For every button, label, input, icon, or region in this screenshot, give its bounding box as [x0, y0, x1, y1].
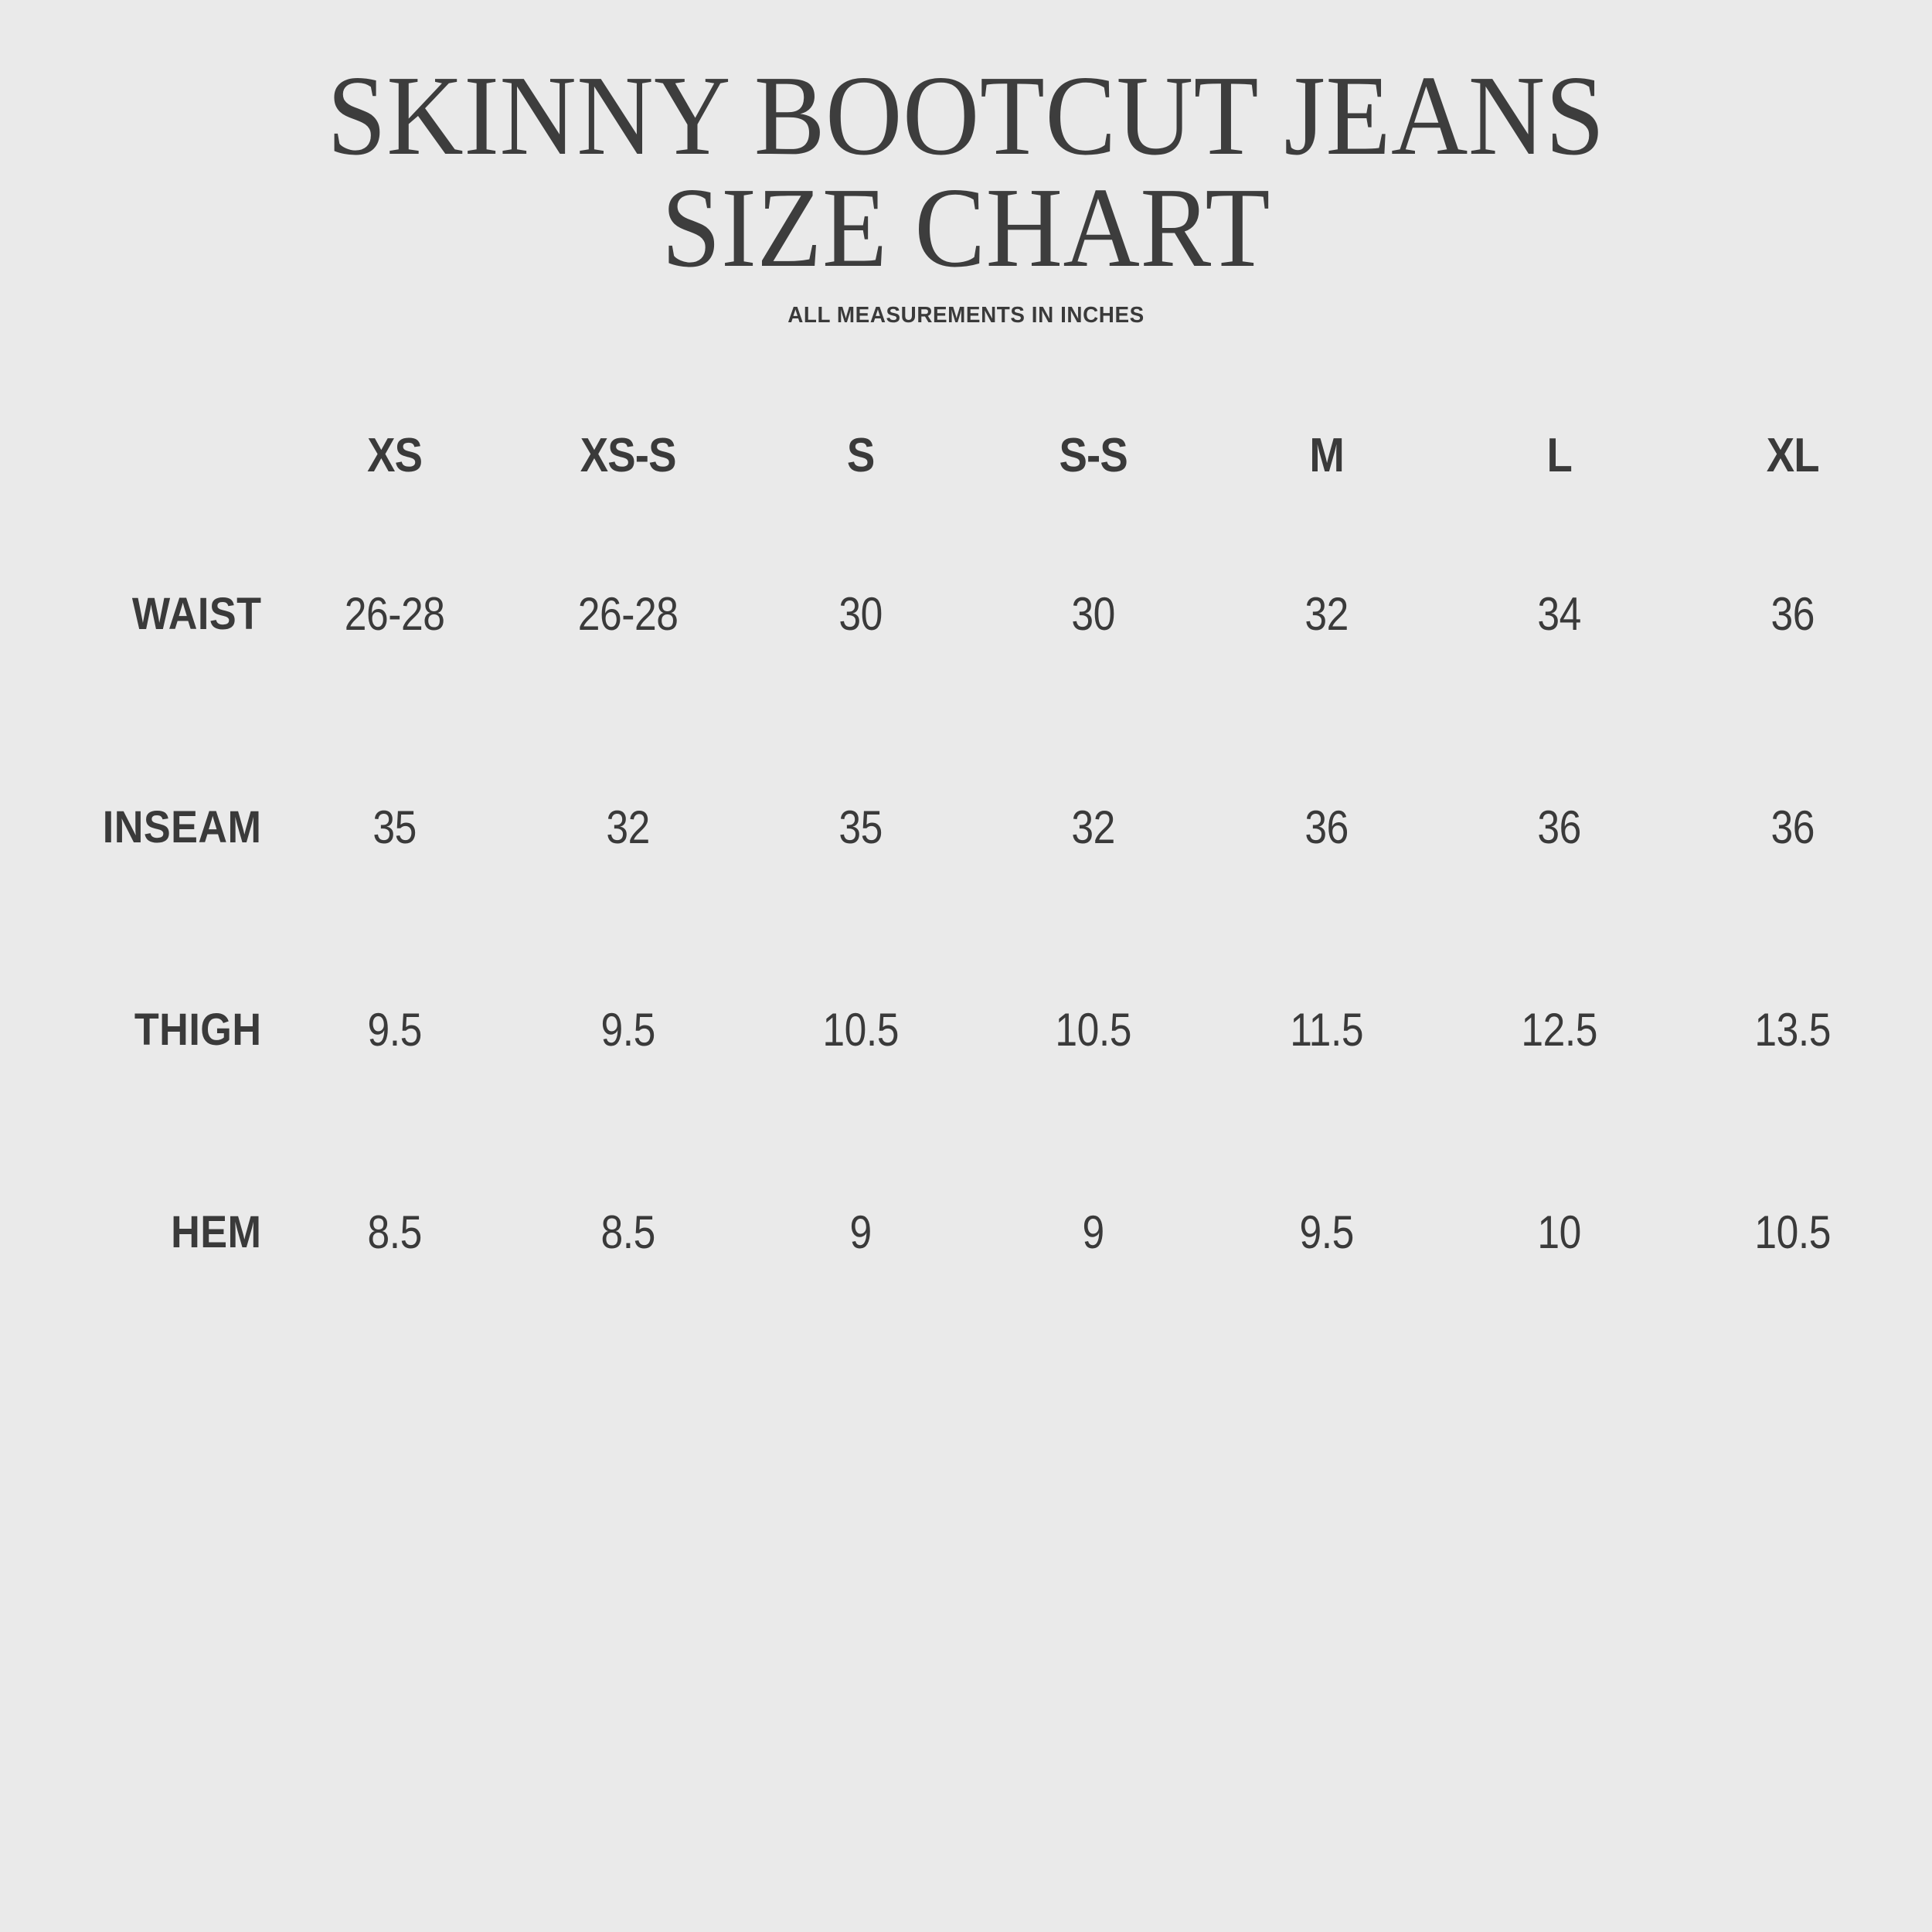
size-table: XS XS-S S S-S M L XL WAIST 26-28 26-28 3… [23, 409, 1909, 1333]
cell-hem-l: 10 [1537, 1206, 1582, 1258]
page-subtitle: ALL MEASUREMENTS IN INCHES [787, 303, 1145, 328]
cell-waist-xs: 26-28 [345, 587, 445, 640]
table-row: THIGH 9.5 9.5 10.5 10.5 11.5 12.5 13.5 [23, 928, 1909, 1131]
column-header-xs-s: XS-S [580, 428, 677, 482]
cell-waist-s: 30 [838, 587, 883, 640]
cell-thigh-l: 12.5 [1521, 1003, 1598, 1056]
page-title: SKINNY BOOTCUT JEANS SIZE CHART [68, 53, 1865, 292]
cell-hem-xl: 10.5 [1753, 1206, 1831, 1258]
size-table-head: XS XS-S S S-S M L XL [23, 409, 1909, 502]
page-title-line-1: SKINNY BOOTCUT JEANS [327, 53, 1605, 179]
column-header-xs: XS [367, 428, 423, 482]
column-header-xl: XL [1766, 428, 1819, 482]
corner-header [39, 409, 264, 502]
cell-hem-m: 9.5 [1299, 1206, 1354, 1258]
size-table-container: XS XS-S S S-S M L XL WAIST 26-28 26-28 3… [0, 409, 1932, 1333]
row-label-thigh: THIGH [134, 1004, 262, 1055]
table-row: INSEAM 35 32 35 32 36 36 36 [23, 726, 1909, 928]
cell-hem-s: 9 [849, 1206, 872, 1258]
row-label-waist: WAIST [131, 588, 262, 639]
table-row: HEM 8.5 8.5 9 9 9.5 10 10.5 [23, 1131, 1909, 1333]
cell-waist-xs-s: 26-28 [577, 587, 679, 640]
size-table-body: WAIST 26-28 26-28 30 30 32 34 36 INSEAM … [23, 502, 1909, 1333]
cell-waist-s-s: 30 [1071, 587, 1116, 640]
cell-inseam-s-s: 32 [1071, 801, 1116, 853]
cell-hem-s-s: 9 [1083, 1206, 1105, 1258]
cell-thigh-xl: 13.5 [1753, 1003, 1831, 1056]
cell-inseam-xs: 35 [372, 801, 417, 853]
row-label-inseam: INSEAM [102, 801, 262, 852]
header-row: XS XS-S S S-S M L XL [23, 409, 1909, 502]
column-header-m: M [1309, 428, 1344, 482]
cell-thigh-s-s: 10.5 [1055, 1003, 1132, 1056]
cell-thigh-xs-s: 9.5 [600, 1003, 655, 1056]
page-title-line-2: SIZE CHART [662, 165, 1270, 292]
cell-hem-xs: 8.5 [367, 1206, 423, 1258]
cell-thigh-m: 11.5 [1290, 1003, 1363, 1056]
cell-inseam-l: 36 [1537, 801, 1582, 853]
cell-waist-m: 32 [1304, 587, 1349, 640]
cell-thigh-s: 10.5 [822, 1003, 900, 1056]
table-row: WAIST 26-28 26-28 30 30 32 34 36 [23, 502, 1909, 726]
cell-waist-xl: 36 [1770, 587, 1815, 640]
cell-thigh-xs: 9.5 [367, 1003, 423, 1056]
cell-waist-l: 34 [1537, 587, 1582, 640]
cell-inseam-m: 36 [1304, 801, 1349, 853]
column-header-s: S [847, 428, 875, 482]
cell-inseam-xs-s: 32 [606, 801, 650, 853]
cell-inseam-s: 35 [838, 801, 883, 853]
cell-inseam-xl: 36 [1770, 801, 1815, 853]
row-label-hem: HEM [171, 1206, 262, 1257]
chart-header: SKINNY BOOTCUT JEANS SIZE CHART ALL MEAS… [0, 0, 1932, 328]
column-header-s-s: S-S [1060, 428, 1128, 482]
cell-hem-xs-s: 8.5 [600, 1206, 655, 1258]
column-header-l: L [1546, 428, 1573, 482]
